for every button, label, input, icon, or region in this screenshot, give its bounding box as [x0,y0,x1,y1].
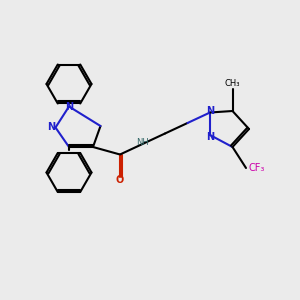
Text: N: N [65,101,73,112]
Text: O: O [116,175,124,185]
Text: NH: NH [136,138,149,147]
Text: CH₃: CH₃ [225,80,240,88]
Text: N: N [47,122,55,133]
Text: CF₃: CF₃ [248,163,265,173]
Text: N: N [206,106,214,116]
Text: N: N [206,131,214,142]
